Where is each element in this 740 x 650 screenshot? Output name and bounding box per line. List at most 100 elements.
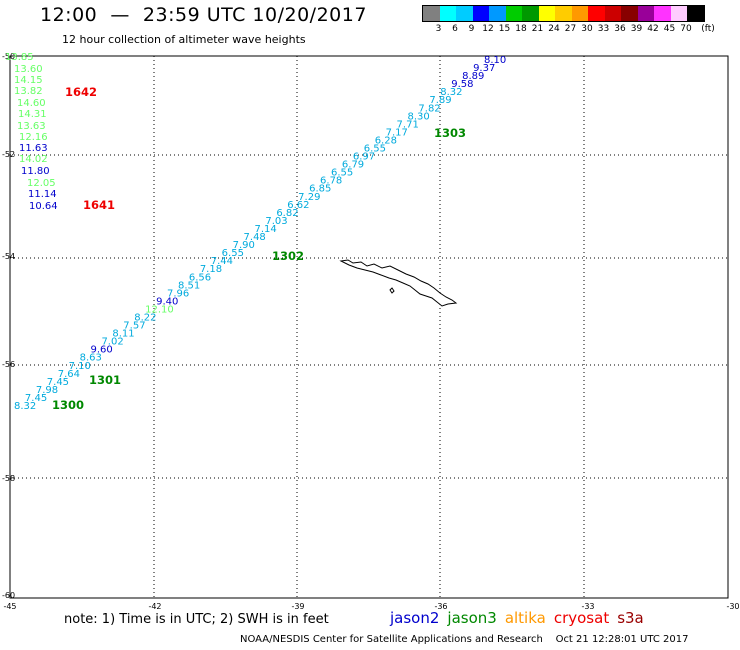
swh-reading-label: 11.14	[28, 189, 57, 200]
lat-tick-label: -50	[2, 52, 15, 61]
swh-reading-label: 8.89	[462, 71, 484, 82]
lon-tick-label: -45	[3, 602, 16, 611]
south-georgia-coastline	[339, 259, 458, 307]
swh-reading-label: 7.98	[36, 385, 58, 396]
legend-label: 12	[482, 24, 494, 34]
swh-reading-label: 7.90	[233, 240, 255, 251]
swh-reading-label: 13.63	[17, 121, 46, 132]
pass-time-label: 1300	[52, 398, 84, 412]
legend-label: 42	[647, 24, 659, 34]
swh-reading-label: 12.10	[145, 304, 174, 315]
swh-reading-label: 7.45	[25, 393, 47, 404]
swh-reading-label: 13.60	[14, 64, 43, 75]
satellite-label-s3a: s3a	[617, 609, 644, 627]
satellite-label-jason2: jason2	[390, 609, 440, 627]
swh-reading-label: 9.58	[451, 79, 473, 90]
legend-label: 24	[548, 24, 560, 34]
swh-reading-label: 7.89	[429, 95, 451, 106]
swh-reading-label: 7.44	[211, 256, 233, 267]
credit-line: NOAA/NESDIS Center for Satellite Applica…	[240, 634, 689, 645]
legend-swatch	[522, 6, 539, 21]
lon-tick-label: -39	[291, 602, 304, 611]
swh-reading-label: 6.62	[287, 200, 309, 211]
pass-time-label: 1641	[83, 198, 115, 212]
pass-time-label: 1301	[89, 373, 121, 387]
legend-swatch	[670, 6, 687, 21]
swh-reading-label: 14.15	[14, 75, 43, 86]
legend-label: 36	[614, 24, 626, 34]
swh-reading-label: 7.71	[397, 119, 419, 130]
swh-reading-label: 8.30	[407, 111, 429, 122]
swh-reading-label: 11.80	[21, 166, 50, 177]
legend-label: 6	[452, 24, 458, 34]
satellite-label-jason3: jason3	[447, 609, 497, 627]
legend-label: 9	[468, 24, 475, 34]
legend-labels: 3 6 9 12 15 18 21 24 27 30 33 36 39 42 45 70 (ft)	[422, 22, 715, 36]
legend-label: 45	[663, 24, 676, 34]
map-frame	[9, 55, 729, 599]
track-labels: 13.8513.6014.1513.8214.6014.3113.6312.16…	[5, 52, 506, 412]
swh-reading-label: 6.55	[331, 168, 353, 179]
legend-label: 15	[498, 24, 511, 34]
swh-reading-label: 7.18	[200, 264, 222, 275]
legend-swatch	[687, 6, 704, 21]
units-note: note: 1) Time is in UTC; 2) SWH is in fe…	[64, 612, 329, 627]
lon-tick-label: -42	[148, 602, 161, 611]
satellite-legend: jason2 jason3 altika cryosat s3a	[390, 609, 652, 627]
swh-reading-label: 6.56	[189, 272, 211, 283]
swh-reading-label: 12.16	[19, 132, 48, 143]
legend-swatch	[571, 6, 588, 21]
legend-swatch	[588, 6, 605, 21]
swh-reading-label: 7.45	[47, 377, 69, 388]
legend-swatch	[654, 6, 671, 21]
swh-reading-label: 9.37	[473, 63, 495, 74]
legend-label: 27	[564, 24, 577, 34]
swh-reading-label: 7.64	[58, 369, 80, 380]
swh-reading-label: 8.10	[484, 55, 506, 66]
swh-reading-label: 6.55	[222, 248, 244, 259]
page-subtitle: 12 hour collection of altimeter wave hei…	[62, 33, 306, 46]
lat-tick-label: -52	[2, 150, 15, 159]
legend-swatch	[472, 6, 489, 21]
legend-swatch	[456, 6, 473, 21]
lat-tick-label: -58	[2, 474, 15, 483]
pass-time-label: 1303	[434, 126, 466, 140]
islet-outline	[389, 287, 395, 294]
map-tick-labels: -45 -42 -39 -36 -33 -30 -50 -52 -54 -56 -58 -60	[2, 52, 740, 611]
swh-reading-label: 8.22	[134, 312, 156, 323]
legend-swatch	[489, 6, 506, 21]
legend-swatch	[423, 6, 440, 21]
legend-label: 21	[531, 24, 544, 34]
page-title: 12:00 — 23:59 UTC 10/20/2017	[40, 4, 367, 26]
swh-reading-label: 9.40	[156, 296, 178, 307]
legend-swatches	[422, 5, 705, 22]
swh-reading-label: 6.79	[342, 160, 364, 171]
swh-reading-label: 13.82	[14, 86, 43, 97]
legend-label: 39	[630, 24, 643, 34]
color-legend: 3 6 9 12 15 18 21 24 27 30 33 36 39 42 45 70 (ft)	[422, 5, 715, 36]
island-outline	[339, 259, 458, 307]
map-grid	[9, 55, 729, 599]
swh-reading-label: 7.17	[386, 127, 408, 138]
swh-reading-label: 6.28	[375, 135, 397, 146]
legend-swatch	[505, 6, 522, 21]
lon-tick-label: -36	[434, 602, 447, 611]
swh-reading-label: 8.63	[80, 353, 102, 364]
swh-reading-label: 8.32	[440, 87, 462, 98]
swh-reading-label: 7.14	[254, 224, 276, 235]
satellite-label-cryosat: cryosat	[553, 609, 610, 627]
swh-reading-label: 7.10	[69, 361, 91, 372]
legend-label: 70	[680, 24, 692, 34]
swh-reading-label: 6.55	[364, 144, 386, 155]
legend-swatch	[538, 6, 555, 21]
satellite-label-altika: altika	[504, 609, 546, 627]
swh-reading-label: 7.57	[123, 321, 145, 332]
legend-swatch	[555, 6, 572, 21]
legend-swatch	[637, 6, 654, 21]
swh-reading-label: 10.64	[29, 201, 58, 212]
legend-label: 18	[515, 24, 527, 34]
pass-time-label: 1642	[65, 85, 97, 99]
swh-reading-label: 6.85	[309, 184, 331, 195]
swh-reading-label: 7.96	[167, 288, 189, 299]
swh-reading-label: 6.82	[276, 208, 298, 219]
